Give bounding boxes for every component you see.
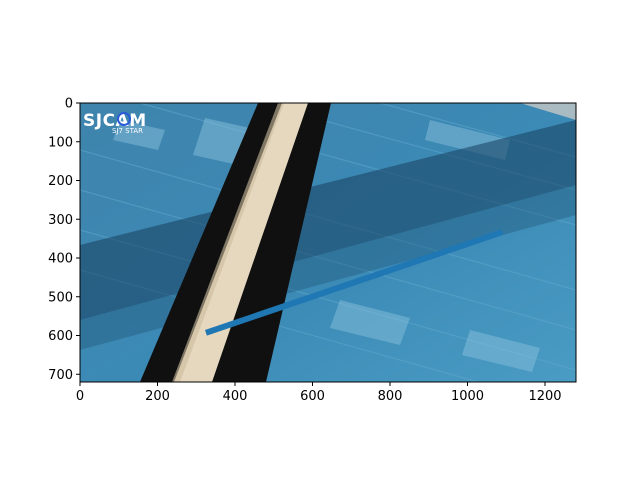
watermark-lens-icon <box>117 112 131 126</box>
watermark-logo: SJCAM SJ7 STAR <box>83 111 147 135</box>
x-tick-label: 800 <box>378 389 403 404</box>
x-tick-label: 1000 <box>451 389 484 404</box>
x-axis: 0 200 400 600 800 1000 1200 <box>76 382 562 404</box>
axes-frame <box>79 102 577 383</box>
watermark-model: SJ7 STAR <box>112 127 143 135</box>
y-tick-label: 0 <box>65 97 73 112</box>
y-tick-label: 300 <box>48 213 73 228</box>
y-tick-label: 600 <box>48 329 73 344</box>
y-tick-label: 100 <box>48 135 73 150</box>
y-tick-label: 700 <box>48 368 73 383</box>
x-tick-label: 400 <box>223 389 248 404</box>
x-tick-label: 0 <box>76 389 84 404</box>
y-tick-label: 500 <box>48 290 73 305</box>
x-tick-label: 1200 <box>528 389 561 404</box>
watermark-brand: SJCAM <box>83 111 147 131</box>
y-tick-label: 400 <box>48 252 73 267</box>
background-photo <box>80 103 576 382</box>
y-axis: 0 100 200 300 400 500 600 700 <box>48 97 80 383</box>
x-tick-label: 200 <box>145 389 170 404</box>
x-tick-label: 600 <box>300 389 325 404</box>
y-tick-label: 200 <box>48 174 73 189</box>
series-line <box>204 229 504 336</box>
series-layer <box>204 229 504 336</box>
